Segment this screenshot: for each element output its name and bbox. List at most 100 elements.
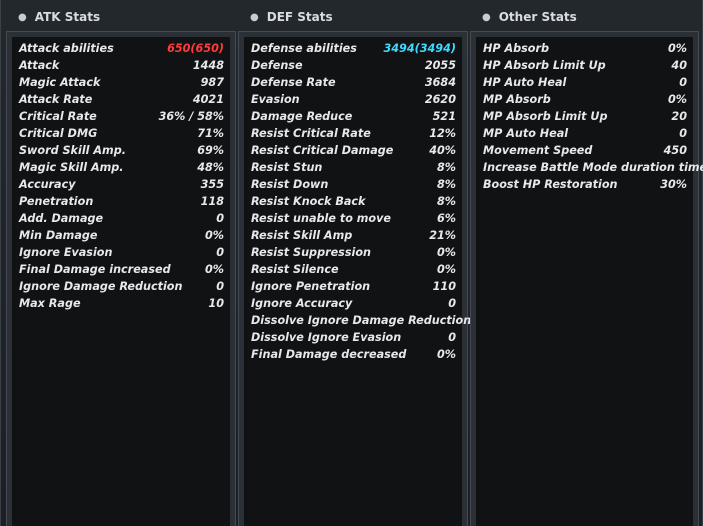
stat-label: Damage Reduce xyxy=(251,110,353,123)
stat-label: Final Damage increased xyxy=(19,263,171,276)
stat-row: Sword Skill Amp. 69% xyxy=(12,142,230,159)
stat-value: 8% xyxy=(437,195,456,208)
stat-label: Resist Suppression xyxy=(251,246,371,259)
stat-value: 12% xyxy=(429,127,456,140)
stat-row: HP Absorb Limit Up 40 xyxy=(476,57,693,74)
stat-label: Resist Critical Damage xyxy=(251,144,394,157)
stat-row: MP Absorb 0% xyxy=(476,91,693,108)
atk-stats-title: ATK Stats xyxy=(34,10,101,24)
def-stats-title: DEF Stats xyxy=(266,10,333,24)
stat-label: Attack xyxy=(19,59,60,72)
other-stats-panel: HP Absorb 0% HP Absorb Limit Up 40 HP Auto H… xyxy=(470,31,703,526)
stat-value: 40% xyxy=(429,144,456,157)
stat-value: 8% xyxy=(437,178,456,191)
stat-value: 0% xyxy=(437,246,456,259)
stat-value: 10 xyxy=(208,297,224,310)
stat-row: Penetration 118 xyxy=(12,193,230,210)
stat-row: Magic Skill Amp. 48% xyxy=(12,159,230,176)
stat-value: 0 xyxy=(679,127,687,140)
atk-stats-list[interactable]: Attack abilities 650(650) Attack 1448 Magic … xyxy=(12,37,230,526)
stat-label: Dissolve Ignore Damage Reduction xyxy=(251,314,472,327)
stat-label: Final Damage decreased xyxy=(251,348,407,361)
def-stats-list[interactable]: Defense abilities 3494(3494) Defense 2055 De… xyxy=(244,37,479,526)
stat-row: Resist Stun 8% xyxy=(244,159,462,176)
stat-row: Attack abilities 650(650) xyxy=(12,40,230,57)
stat-row: Resist Down 8% xyxy=(244,176,462,193)
bullet-icon: ● xyxy=(18,11,27,23)
stat-value: 0% xyxy=(205,263,224,276)
stat-row: Resist Suppression 0% xyxy=(244,244,462,261)
stat-value: 110 xyxy=(432,280,456,293)
stat-label: Resist Down xyxy=(251,178,329,191)
stat-label: MP Auto Heal xyxy=(483,127,569,140)
stat-row: Defense Rate 3684 xyxy=(244,74,462,91)
stat-row: Defense 2055 xyxy=(244,57,462,74)
stat-value: 0 xyxy=(216,212,224,225)
stat-value: 521 xyxy=(432,110,456,123)
stat-row: Movement Speed 450 xyxy=(476,142,693,159)
stat-label: Movement Speed xyxy=(483,144,593,157)
stat-label: Magic Skill Amp. xyxy=(19,161,124,174)
stat-row: Magic Attack 987 xyxy=(12,74,230,91)
stat-row: Final Damage increased 0% xyxy=(12,261,230,278)
stat-row: MP Auto Heal 0 xyxy=(476,125,693,142)
stat-value: 3494(3494) xyxy=(383,42,456,55)
stat-label: Penetration xyxy=(19,195,94,208)
stat-label: Accuracy xyxy=(19,178,76,191)
stat-label: Attack Rate xyxy=(19,93,93,106)
stat-value: 2620 xyxy=(424,93,456,106)
stat-value: 450 xyxy=(663,144,687,157)
stat-label: Evasion xyxy=(251,93,300,106)
stat-row: Resist Knock Back 8% xyxy=(244,193,462,210)
other-stats-title: Other Stats xyxy=(498,10,577,24)
stat-row: Damage Reduce 521 xyxy=(244,108,462,125)
stat-value: 0 xyxy=(216,246,224,259)
stat-row: Defense abilities 3494(3494) xyxy=(244,40,462,57)
stat-row: Ignore Penetration 110 xyxy=(244,278,462,295)
stat-value: 0% xyxy=(205,229,224,242)
stat-value: 40 xyxy=(671,59,687,72)
stat-label: MP Absorb Limit Up xyxy=(483,110,608,123)
stat-value: 0 xyxy=(216,280,224,293)
other-stats-header: ● Other Stats xyxy=(482,8,577,26)
stat-row: Attack 1448 xyxy=(12,57,230,74)
stat-value: 0% xyxy=(437,263,456,276)
stat-row: Min Damage 0% xyxy=(12,227,230,244)
stat-row: Dissolve Ignore Evasion 0 xyxy=(244,329,462,346)
bullet-icon: ● xyxy=(482,11,491,23)
def-stats-header: ● DEF Stats xyxy=(250,8,333,26)
stat-value: 987 xyxy=(200,76,224,89)
stat-value: 30% xyxy=(660,178,687,191)
other-stats-list[interactable]: HP Absorb 0% HP Absorb Limit Up 40 HP Auto H… xyxy=(476,37,703,526)
stat-value: 0% xyxy=(437,348,456,361)
stat-label: Resist Stun xyxy=(251,161,323,174)
stat-row: Evasion 2620 xyxy=(244,91,462,108)
stat-value: 4021 xyxy=(192,93,224,106)
stat-label: Ignore Penetration xyxy=(251,280,371,293)
stat-value: 69% xyxy=(197,144,224,157)
stat-label: Resist Critical Rate xyxy=(251,127,371,140)
stat-label: Dissolve Ignore Evasion xyxy=(251,331,402,344)
stat-row: Resist Critical Rate 12% xyxy=(244,125,462,142)
stat-row: Resist Skill Amp 21% xyxy=(244,227,462,244)
stat-label: Magic Attack xyxy=(19,76,101,89)
stat-value: 0% xyxy=(668,42,687,55)
stat-label: Defense xyxy=(251,59,303,72)
stat-value: 3684 xyxy=(424,76,456,89)
stat-row: HP Auto Heal 0 xyxy=(476,74,693,91)
stat-row: Critical Rate 36% / 58% xyxy=(12,108,230,125)
stat-row: Resist Critical Damage 40% xyxy=(244,142,462,159)
stat-label: Attack abilities xyxy=(19,42,114,55)
stat-value: 8% xyxy=(437,161,456,174)
atk-stats-header: ● ATK Stats xyxy=(18,8,100,26)
stat-value: 48% xyxy=(197,161,224,174)
stat-row: Increase Battle Mode duration time0s xyxy=(476,159,703,176)
stat-row: Final Damage decreased 0% xyxy=(244,346,462,363)
atk-stats-panel: Attack abilities 650(650) Attack 1448 Magic … xyxy=(6,31,236,526)
stat-row: Ignore Evasion 0 xyxy=(12,244,230,261)
def-stats-panel: Defense abilities 3494(3494) Defense 2055 De… xyxy=(238,31,479,526)
stat-row: MP Absorb Limit Up 20 xyxy=(476,108,693,125)
stat-label: Ignore Accuracy xyxy=(251,297,353,310)
stat-value: 6% xyxy=(437,212,456,225)
